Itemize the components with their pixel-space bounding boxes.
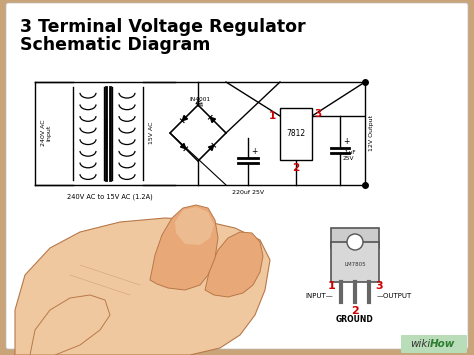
Text: 3: 3 bbox=[314, 109, 321, 119]
Circle shape bbox=[347, 234, 363, 250]
Text: 240V AC
Input: 240V AC Input bbox=[41, 120, 51, 146]
Polygon shape bbox=[150, 205, 218, 290]
FancyBboxPatch shape bbox=[6, 3, 468, 349]
Text: 15V AC: 15V AC bbox=[149, 122, 155, 144]
Text: 220uf 25V: 220uf 25V bbox=[232, 190, 264, 195]
Text: IN4001
x4: IN4001 x4 bbox=[190, 97, 210, 108]
Polygon shape bbox=[182, 115, 188, 121]
Polygon shape bbox=[30, 295, 110, 355]
Bar bbox=[331, 228, 379, 248]
Text: INPUT—: INPUT— bbox=[305, 293, 333, 299]
Text: —OUTPUT: —OUTPUT bbox=[377, 293, 412, 299]
Polygon shape bbox=[209, 145, 214, 151]
Text: +: + bbox=[343, 137, 349, 146]
FancyBboxPatch shape bbox=[401, 335, 467, 353]
Polygon shape bbox=[210, 117, 216, 122]
Text: 7812: 7812 bbox=[286, 130, 306, 138]
Bar bbox=[280, 108, 312, 160]
Text: .1uF
25V: .1uF 25V bbox=[343, 150, 356, 161]
Text: wiki: wiki bbox=[410, 339, 430, 349]
Text: 1: 1 bbox=[327, 281, 335, 291]
Polygon shape bbox=[175, 207, 214, 245]
Text: GROUND: GROUND bbox=[336, 315, 374, 324]
Bar bbox=[331, 242, 379, 282]
Text: 1: 1 bbox=[269, 111, 276, 121]
Text: 3: 3 bbox=[375, 281, 383, 291]
Text: 3 Terminal Voltage Regulator: 3 Terminal Voltage Regulator bbox=[20, 18, 306, 36]
Text: How: How bbox=[430, 339, 456, 349]
Text: 240V AC to 15V AC (1.2A): 240V AC to 15V AC (1.2A) bbox=[67, 193, 153, 200]
Text: 12V Output: 12V Output bbox=[369, 115, 374, 151]
Text: Transformer: Transformer bbox=[106, 116, 110, 149]
Polygon shape bbox=[15, 218, 270, 355]
Text: Schematic Diagram: Schematic Diagram bbox=[20, 36, 210, 54]
Text: 2: 2 bbox=[292, 163, 300, 173]
Text: 2: 2 bbox=[351, 306, 359, 316]
Text: LM7805: LM7805 bbox=[344, 262, 366, 267]
Text: +: + bbox=[251, 147, 257, 156]
Polygon shape bbox=[205, 232, 263, 297]
Polygon shape bbox=[181, 143, 186, 149]
